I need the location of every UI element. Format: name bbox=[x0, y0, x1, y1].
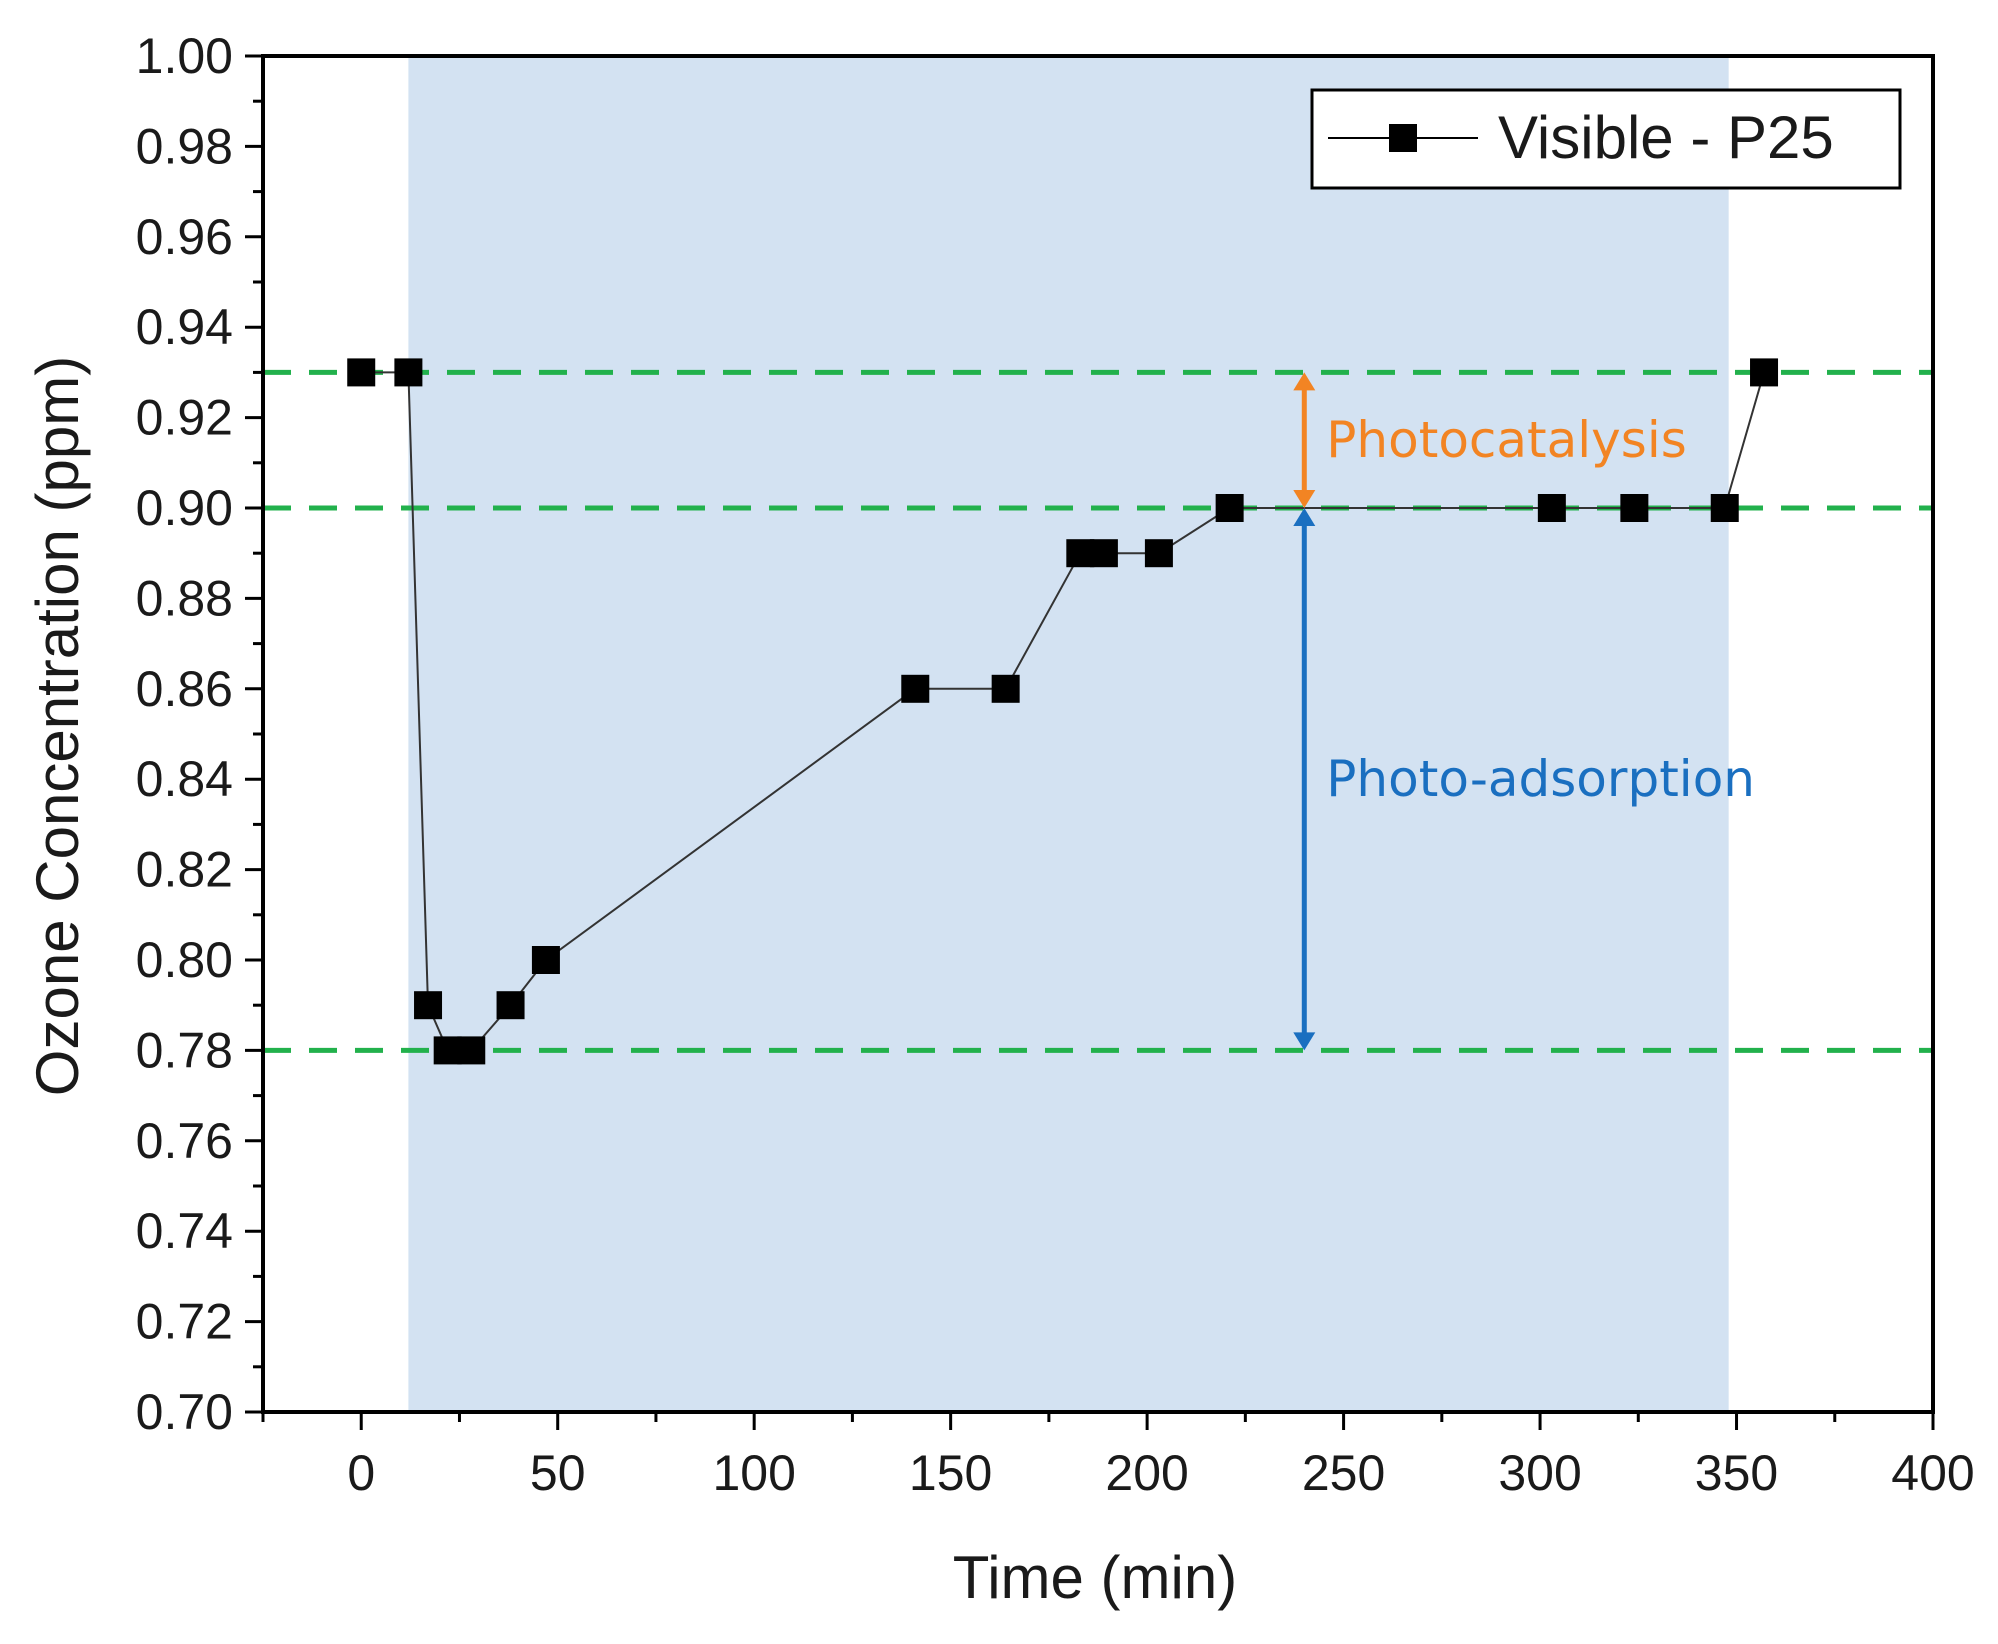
data-point bbox=[1620, 494, 1649, 522]
y-tick-label: 0.76 bbox=[136, 1113, 233, 1169]
y-axis-title: Ozone Concentration (ppm) bbox=[24, 356, 91, 1096]
y-tick-label: 0.84 bbox=[136, 751, 233, 807]
y-tick-label: 1.00 bbox=[136, 28, 233, 84]
y-tick-label: 0.92 bbox=[136, 390, 233, 446]
legend-label: Visible - P25 bbox=[1498, 104, 1834, 171]
legend: Visible - P25 bbox=[1310, 88, 1902, 190]
y-tick-label: 0.70 bbox=[136, 1384, 233, 1440]
annotations-layer: Photocatalysis Photo-adsorption bbox=[1293, 372, 1755, 1051]
annotation-arrowhead-bottom-1 bbox=[1293, 1032, 1316, 1051]
annotation-label-1: Photo-adsorption bbox=[1326, 750, 1755, 808]
data-point bbox=[414, 991, 443, 1020]
legend-box bbox=[1310, 88, 1902, 190]
x-axis-title: Time (min) bbox=[953, 1544, 1237, 1611]
y-tick-label: 0.98 bbox=[136, 118, 233, 174]
data-point bbox=[457, 1036, 486, 1065]
y-tick-label: 0.88 bbox=[136, 570, 233, 626]
x-tick-label: 100 bbox=[712, 1445, 795, 1501]
data-point bbox=[531, 946, 560, 974]
data-point bbox=[1710, 494, 1739, 522]
y-tick-label: 0.80 bbox=[136, 932, 233, 988]
shaded-region bbox=[408, 56, 1729, 1412]
y-tick-label: 0.72 bbox=[136, 1294, 233, 1350]
data-point bbox=[1537, 494, 1566, 522]
data-point bbox=[991, 674, 1020, 703]
y-tick-label: 0.82 bbox=[136, 842, 233, 898]
data-point bbox=[1215, 494, 1244, 522]
x-tick-label: 400 bbox=[1891, 1445, 1974, 1501]
axes-layer: 0 50 100 150 200 250 300 350 400 0.70 0.72 0.74 0.76… bbox=[136, 28, 1975, 1501]
y-tick-label: 0.74 bbox=[136, 1203, 233, 1259]
y-tick-label: 0.78 bbox=[136, 1022, 233, 1078]
annotation-arrowhead-bottom-0 bbox=[1293, 490, 1316, 508]
data-point bbox=[901, 674, 930, 703]
x-tick-label: 50 bbox=[530, 1445, 586, 1501]
data-point bbox=[496, 991, 525, 1020]
data-point bbox=[394, 358, 423, 387]
y-tick-label: 0.96 bbox=[136, 209, 233, 265]
x-tick-label: 350 bbox=[1695, 1445, 1778, 1501]
data-point bbox=[1089, 539, 1118, 568]
y-tick-label: 0.94 bbox=[136, 299, 233, 355]
data-point bbox=[1144, 539, 1173, 568]
annotation-arrowhead-top-1 bbox=[1293, 508, 1316, 526]
data-point bbox=[347, 358, 376, 387]
annotation-arrowhead-top-0 bbox=[1293, 372, 1316, 391]
data-point bbox=[1750, 358, 1779, 387]
x-tick-label: 250 bbox=[1302, 1445, 1385, 1501]
shaded-region-layer bbox=[408, 56, 1729, 1412]
annotation-label-0: Photocatalysis bbox=[1326, 411, 1686, 469]
data-point bbox=[1066, 539, 1095, 568]
legend-marker bbox=[1389, 124, 1417, 152]
x-tick-label: 150 bbox=[909, 1445, 992, 1501]
x-tick-label: 200 bbox=[1105, 1445, 1188, 1501]
y-tick-label: 0.90 bbox=[136, 480, 233, 536]
data-point bbox=[433, 1036, 462, 1065]
x-tick-label: 300 bbox=[1498, 1445, 1581, 1501]
series-layer bbox=[347, 358, 1779, 1065]
x-tick-label: 0 bbox=[347, 1445, 375, 1501]
y-tick-label: 0.86 bbox=[136, 661, 233, 717]
